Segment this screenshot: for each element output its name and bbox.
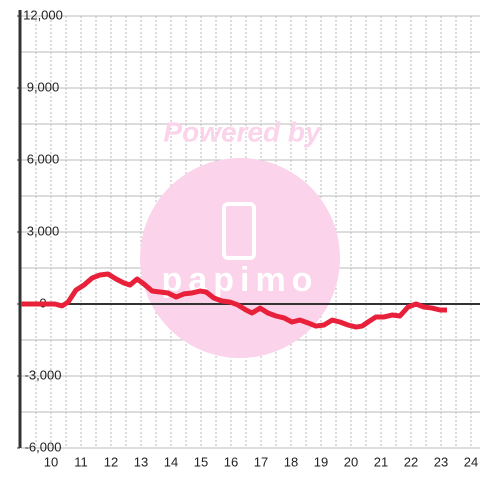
x-tick-label: 19 — [314, 454, 328, 469]
x-tick-label: 20 — [344, 454, 358, 469]
x-tick-label: 22 — [404, 454, 418, 469]
y-tick-label: 3,000 — [27, 223, 60, 238]
x-tick-label: 10 — [44, 454, 58, 469]
y-tick-label: -3,000 — [25, 367, 62, 382]
y-tick-label: 12,000 — [23, 7, 63, 22]
x-tick-label: 13 — [134, 454, 148, 469]
x-tick-label: 16 — [224, 454, 238, 469]
y-tick-label: -6,000 — [25, 439, 62, 454]
data-line — [21, 271, 447, 330]
x-tick-label: 21 — [374, 454, 388, 469]
y-tick-label: 6,000 — [27, 151, 60, 166]
watermark: Powered by — [163, 116, 322, 147]
x-tick-label: 11 — [74, 454, 88, 469]
x-tick-label: 24 — [464, 454, 478, 469]
x-tick-label: 15 — [194, 454, 208, 469]
x-tick-label: 23 — [434, 454, 448, 469]
y-tick-label: 9,000 — [27, 79, 60, 94]
x-tick-label: 18 — [284, 454, 298, 469]
x-tick-label: 17 — [254, 454, 268, 469]
x-tick-label: 12 — [104, 454, 118, 469]
x-tick-label: 14 — [164, 454, 178, 469]
logo-icon — [222, 202, 256, 260]
